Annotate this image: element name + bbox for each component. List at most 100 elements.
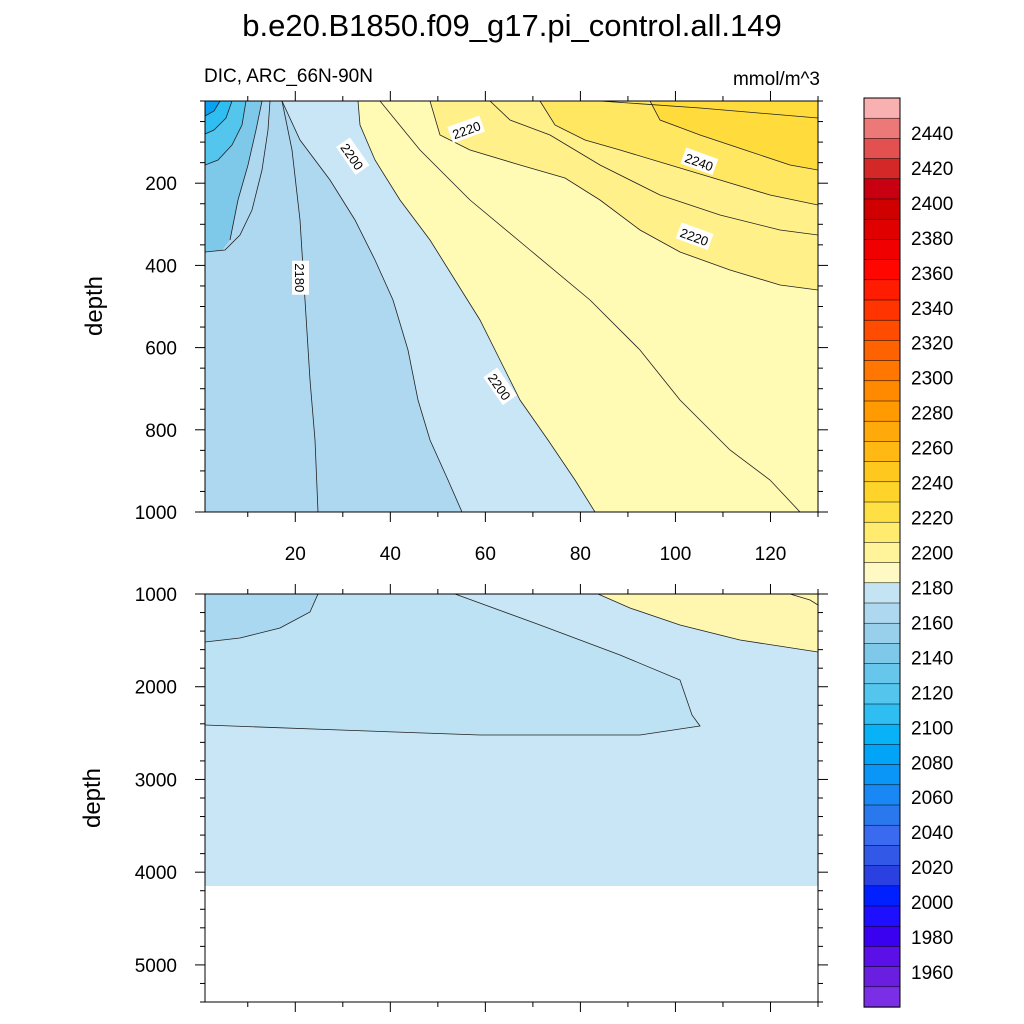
contour-line: [229, 101, 263, 241]
contour-label-text: 2180: [292, 263, 307, 292]
colorbar-tick-label: 2280: [911, 404, 953, 425]
contour-line: [205, 101, 233, 135]
colorbar-tick-label: 2360: [911, 264, 953, 285]
colorbar-tick-label: 2140: [911, 648, 953, 669]
colorbar-swatch: [863, 461, 901, 483]
upper-y-axis: 200 400 600 800 1000: [135, 100, 828, 524]
colorbar-swatch: [863, 986, 901, 1008]
colorbar-swatch: [863, 643, 901, 665]
colorbar-tick-label: 2040: [911, 823, 953, 844]
contour-region-2080: [205, 101, 220, 116]
upper-x-axis: 20 40 60 80 100 120: [247, 91, 819, 565]
x-tick-label: 60: [475, 544, 496, 565]
colorbar-swatch: [863, 279, 901, 301]
colorbar-swatch: [863, 158, 901, 180]
colorbar-swatch: [863, 198, 901, 220]
colorbar-tick-label: 2260: [911, 439, 953, 460]
colorbar-swatch: [863, 380, 901, 402]
y-tick-label: 800: [145, 421, 177, 442]
contour-line: [205, 594, 701, 736]
y-tick-label: 5000: [135, 956, 177, 977]
colorbar-swatch: [863, 400, 901, 422]
colorbar-swatch: [863, 622, 901, 645]
colorbar-tick-label: 2220: [911, 509, 953, 530]
colorbar-swatch: [863, 764, 901, 786]
colorbar-tick-label: 2200: [911, 544, 953, 565]
contour-label-background: [336, 137, 370, 175]
colorbar-swatch: [863, 946, 901, 968]
contour-region-2205: [598, 594, 818, 652]
y-tick-label: 200: [145, 174, 177, 195]
colorbar-swatch: [863, 441, 901, 463]
contour-line: [789, 594, 818, 606]
colorbar-swatch: [863, 340, 901, 362]
colorbar-tick-label: 2180: [911, 578, 953, 599]
y-tick-label: 1000: [135, 503, 177, 524]
colorbar-tick-label: 2440: [911, 124, 953, 145]
y-tick-label: 3000: [135, 770, 177, 791]
x-tick-label: 20: [285, 544, 306, 565]
contour-line: [205, 101, 221, 117]
colorbar-tick-label: 2400: [911, 194, 953, 215]
x-tick-label: 40: [380, 544, 401, 565]
colorbar-swatch: [863, 420, 901, 443]
colorbar-swatch: [863, 966, 901, 988]
contour-line: [357, 101, 596, 512]
lower-x-axis: [247, 584, 819, 1012]
x-tick-label: 80: [570, 544, 591, 565]
lower-contour-lines: [205, 594, 818, 736]
upper-contour-lines: [205, 101, 818, 512]
contour-label-background: [447, 115, 486, 144]
lower-y-axis: 1000 2000 3000 4000 5000: [135, 585, 828, 1003]
colorbar-tick-label: 1980: [911, 928, 953, 949]
contour-line: [429, 101, 818, 291]
contour-region-2180: [205, 594, 318, 642]
contour-label-background: [292, 260, 310, 295]
contour-region-2185: [205, 594, 700, 735]
lower-panel: 1000 2000 3000 4000 5000 depth: [79, 584, 828, 1012]
colorbar-swatch: [863, 501, 901, 523]
colorbar-tick-label: 2380: [911, 229, 953, 250]
lower-panel-contour-fill: [205, 594, 818, 886]
colorbar-swatch: [863, 925, 901, 948]
colorbar-swatch: [863, 259, 901, 281]
colorbar-tick-label: 2300: [911, 369, 953, 390]
y-tick-label: 600: [145, 339, 177, 360]
contour-line: [379, 101, 801, 512]
colorbar-swatch: [863, 562, 901, 584]
colorbar-swatch: [863, 804, 901, 826]
colorbar-swatch: [863, 723, 901, 746]
y-tick-label: 4000: [135, 863, 177, 884]
contour-label-background: [483, 367, 517, 406]
contour-line: [281, 101, 319, 512]
contour-line: [281, 101, 463, 512]
colorbar-swatch: [863, 319, 901, 342]
colorbar-tick-label: 1960: [911, 963, 953, 984]
figure-title: b.e20.B1850.f09_g17.pi_control.all.149: [242, 8, 782, 43]
colorbar-swatch: [863, 865, 901, 887]
y-tick-label: 2000: [135, 678, 177, 699]
contour-line: [599, 101, 818, 119]
colorbar-tick-label: 2160: [911, 613, 953, 634]
colorbar-swatch: [863, 663, 901, 685]
contour-line: [205, 101, 271, 253]
colorbar-frame: [863, 97, 901, 1008]
contour-line: [489, 101, 818, 236]
colorbar-tick-label: 2420: [911, 159, 953, 180]
contour-label-background: [680, 147, 719, 176]
colorbar-tick-label: 2060: [911, 788, 953, 809]
upper-y-axis-label: depth: [81, 276, 108, 336]
x-tick-label: 100: [660, 544, 692, 565]
colorbar: 1960 1980 2000 2020 2040 2060 2080 2100 2120 2140…: [863, 97, 953, 1008]
colorbar-tick-label: 2000: [911, 893, 953, 914]
colorbar-tick-label: 2240: [911, 474, 953, 495]
colorbar-swatch: [863, 683, 901, 705]
colorbar-tick-label: 2340: [911, 299, 953, 320]
x-tick-label: 120: [755, 544, 787, 565]
colorbar-swatch: [863, 117, 901, 140]
colorbar-swatch: [863, 542, 901, 564]
colorbar-swatch: [863, 744, 901, 766]
